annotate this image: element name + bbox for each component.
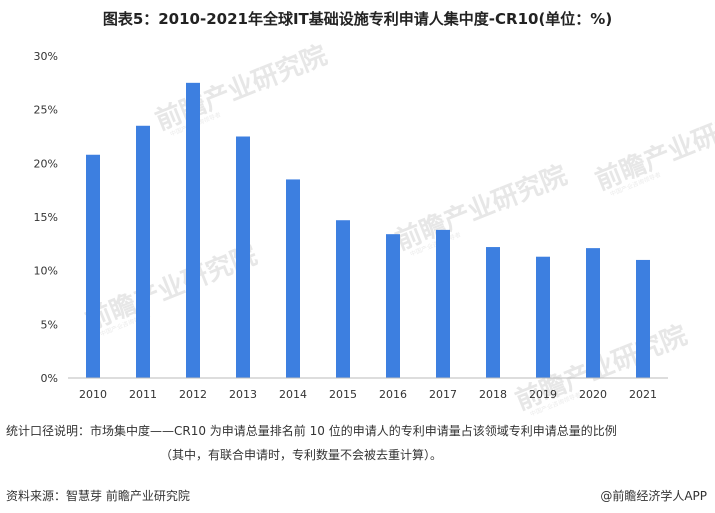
y-tick-label: 20% (34, 157, 58, 170)
bar-2017 (436, 229, 450, 378)
x-tick-label: 2021 (629, 388, 657, 401)
watermark-logo-text: 前瞻产业研究院 (391, 160, 571, 257)
y-tick-label: 25% (34, 104, 58, 117)
bar-2013 (236, 136, 250, 378)
y-tick-label: 10% (34, 265, 58, 278)
bar-2014 (286, 179, 300, 378)
x-tick-label: 2016 (379, 388, 407, 401)
x-tick-label: 2012 (179, 388, 207, 401)
x-tick-label: 2017 (429, 388, 457, 401)
bar-2020 (586, 248, 600, 378)
x-tick-label: 2015 (329, 388, 357, 401)
methodology-note: 统计口径说明：市场集中度——CR10 为申请总量排名前 10 位的申请人的专利申… (6, 424, 617, 438)
watermark-logo-text: 前瞻产业研究院 (151, 40, 331, 137)
bar-2021 (636, 259, 650, 378)
x-tick-label: 2013 (229, 388, 257, 401)
source-text: 资料来源：智慧芽 前瞻产业研究院 (6, 489, 190, 503)
y-tick-label: 5% (41, 318, 58, 331)
x-tick-label: 2014 (279, 388, 307, 401)
y-tick-label: 30% (34, 50, 58, 63)
bar-2010 (86, 154, 100, 378)
y-tick-label: 0% (41, 372, 58, 385)
bar-2015 (336, 220, 350, 378)
x-tick-label: 2011 (129, 388, 157, 401)
watermark-logo-text: 前瞻产业研究院 (591, 100, 715, 197)
x-axis: 2010 2011 2012 2013 2014 2015 2016 2017 2018 2019… (68, 377, 668, 401)
watermark-logo-text: 前瞻产业研究院 (81, 240, 261, 337)
bars (86, 82, 650, 379)
x-tick-label: 2020 (579, 388, 607, 401)
bar-2016 (386, 234, 400, 378)
x-tick-label: 2018 (479, 388, 507, 401)
bar-2019 (536, 256, 550, 378)
bar-2012 (186, 82, 200, 378)
chart-title: 图表5：2010-2021年全球IT基础设施专利申请人集中度-CR10(单位：%… (102, 10, 613, 28)
x-tick-label: 2010 (79, 388, 107, 401)
brand-text: @前瞻经济学人APP (600, 489, 707, 503)
y-axis: 0% 5% 10% 15% 20% 25% 30% (34, 50, 58, 385)
y-tick-label: 15% (34, 211, 58, 224)
bar-2018 (486, 247, 500, 378)
bar-2011 (136, 125, 150, 379)
methodology-note-continued: （其中，有联合申请时，专利数量不会被去重计算）。 (160, 448, 443, 462)
x-tick-label: 2019 (529, 388, 557, 401)
